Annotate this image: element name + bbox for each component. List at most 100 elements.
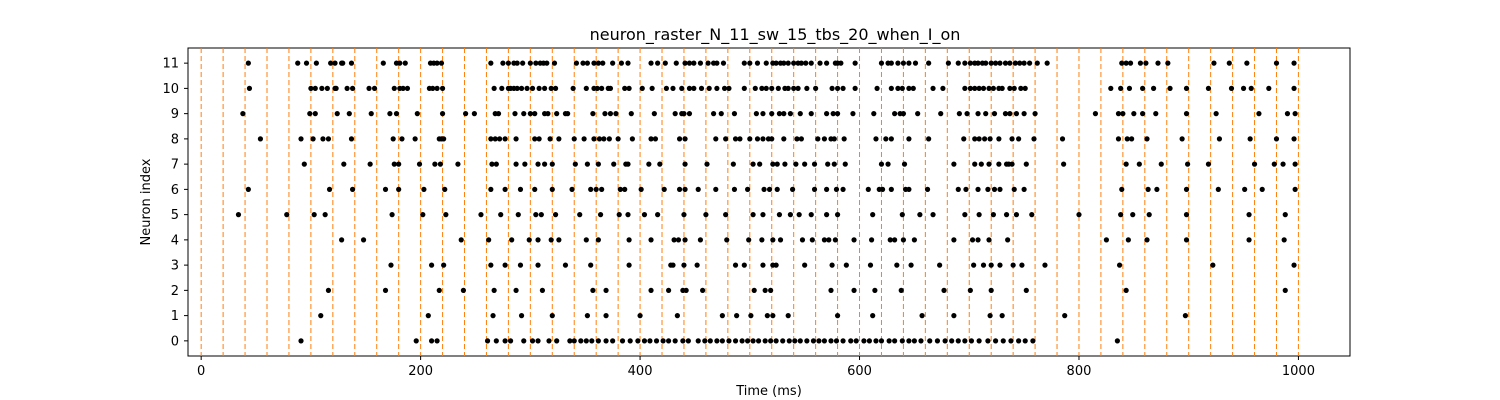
spike-point — [554, 338, 560, 344]
spike-point — [533, 212, 539, 218]
spike-point — [602, 111, 608, 117]
spike-point — [325, 287, 332, 293]
spike-point — [763, 85, 769, 91]
spike-point — [1119, 60, 1125, 66]
spike-point — [769, 85, 775, 91]
spike-point — [490, 313, 496, 319]
spike-point — [547, 136, 553, 142]
spike-point — [670, 85, 676, 91]
spike-point — [542, 161, 548, 167]
spike-point — [776, 212, 783, 218]
spike-point — [910, 85, 916, 91]
spike-point — [325, 136, 332, 142]
spike-point — [912, 60, 919, 66]
spike-point — [796, 212, 802, 218]
spike-point — [1183, 111, 1190, 117]
spike-point — [393, 111, 400, 117]
spike-point — [681, 111, 687, 117]
spike-point — [894, 262, 900, 268]
spike-point — [1292, 161, 1298, 167]
spike-point — [539, 287, 546, 293]
spike-point — [1146, 212, 1152, 218]
spike-point — [334, 111, 340, 117]
spike-point — [850, 111, 856, 117]
spike-point — [618, 60, 625, 66]
spike-point — [747, 136, 753, 142]
spike-point — [963, 186, 969, 192]
spike-point — [866, 338, 872, 344]
spike-point — [463, 111, 469, 117]
spike-point — [1123, 60, 1129, 66]
spike-point — [720, 60, 727, 66]
spike-point — [967, 60, 973, 66]
spike-point — [940, 85, 946, 91]
spike-point — [760, 136, 766, 142]
spike-point — [595, 60, 601, 66]
spike-point — [646, 161, 652, 167]
spike-point — [773, 60, 779, 66]
plot-frame — [187, 47, 1351, 357]
spike-point — [617, 186, 623, 192]
spike-point — [732, 262, 739, 268]
spike-point — [799, 237, 806, 243]
spike-point — [787, 111, 793, 117]
spike-point — [1124, 136, 1130, 142]
spike-point — [610, 60, 616, 66]
spike-point — [1120, 111, 1126, 117]
spike-point — [502, 136, 508, 142]
spike-point — [400, 85, 406, 91]
spike-point — [972, 85, 978, 91]
spike-point — [389, 212, 395, 218]
spike-point — [982, 136, 988, 142]
spike-point — [1013, 111, 1020, 117]
spike-point — [619, 338, 626, 344]
spike-point — [987, 313, 993, 319]
spike-point — [986, 237, 992, 243]
spike-point — [873, 136, 879, 142]
spike-point — [967, 85, 973, 91]
spike-point — [546, 338, 552, 344]
spike-point — [707, 338, 713, 344]
spike-point — [770, 313, 776, 319]
spike-point — [942, 338, 948, 344]
spike-point — [937, 262, 943, 268]
spike-point — [1030, 338, 1036, 344]
spike-point — [760, 111, 766, 117]
spike-point — [1179, 136, 1185, 142]
spike-point — [436, 287, 442, 293]
spike-point — [1009, 161, 1015, 167]
spike-point — [906, 136, 912, 142]
spike-point — [969, 237, 976, 243]
spike-point — [853, 338, 859, 344]
spike-point — [840, 85, 846, 91]
spike-point — [1211, 60, 1217, 66]
spike-point — [841, 136, 847, 142]
spike-point — [826, 237, 832, 243]
spike-point — [745, 338, 751, 344]
spike-point — [949, 338, 955, 344]
spike-point — [804, 85, 810, 91]
spike-point — [682, 136, 688, 142]
spike-point — [1011, 186, 1017, 192]
spike-point — [648, 237, 654, 243]
spike-point — [759, 85, 765, 91]
spike-point — [626, 237, 632, 243]
spike-point — [798, 60, 804, 66]
spike-point — [583, 237, 589, 243]
spike-point — [830, 111, 836, 117]
spike-point — [697, 60, 704, 66]
y-tick-label: 3 — [171, 259, 179, 274]
spike-point — [986, 161, 992, 167]
spike-point — [1291, 262, 1297, 268]
spike-point — [666, 338, 672, 344]
spike-point — [792, 338, 798, 344]
spike-point — [1136, 161, 1142, 167]
spike-point — [713, 136, 719, 142]
spike-point — [583, 338, 589, 344]
spike-point — [1022, 85, 1028, 91]
spike-point — [1244, 60, 1250, 66]
spike-point — [934, 338, 941, 344]
spike-point — [673, 60, 679, 66]
spike-point — [840, 186, 846, 192]
